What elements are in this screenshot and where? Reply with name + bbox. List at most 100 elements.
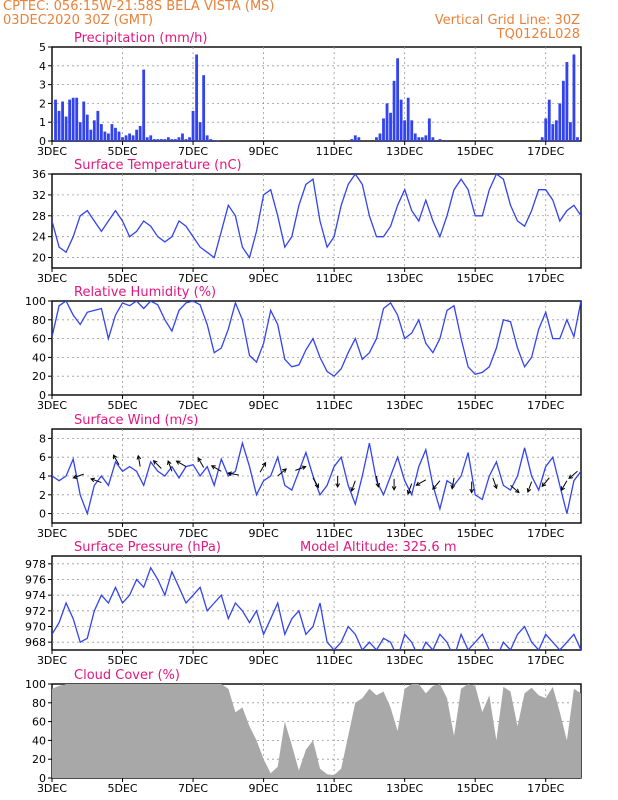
wind-arrow <box>335 476 341 489</box>
wind-arrow <box>432 480 441 490</box>
precip-ytick-label: 4 <box>39 60 46 73</box>
wind-arrow <box>197 457 205 468</box>
precip-bar <box>96 110 100 141</box>
precip-bar <box>438 139 442 141</box>
precip-bar <box>375 137 378 141</box>
precip-bar <box>431 137 435 141</box>
precip-frame <box>51 46 582 142</box>
precip-ytick-label: 5 <box>39 41 46 54</box>
rh-xtick-label: 13DEC <box>386 399 423 412</box>
cloud-xtick-label: 13DEC <box>386 782 423 795</box>
rh-xtick-label: 7DEC <box>178 399 208 412</box>
precip-bar <box>551 124 555 141</box>
precip-bar <box>135 129 139 141</box>
rh-ytick-label: 0 <box>39 389 46 402</box>
cloud-area <box>52 684 581 778</box>
precip-bar <box>569 122 572 141</box>
rh-xtick-label: 11DEC <box>316 399 353 412</box>
wind-arrow <box>312 477 319 489</box>
wind-arrow <box>492 477 498 490</box>
wind-arrow <box>415 479 427 486</box>
temp-xtick-label: 13DEC <box>386 272 423 285</box>
rh-ytick-label: 20 <box>32 370 46 383</box>
wind-arrow <box>136 454 142 467</box>
temp-panel: 20 24 28 32 36 3DEC 5DEC 7DEC 9DEC 11DEC 13DEC 15DE… <box>32 158 582 285</box>
precip-xtick-label: 15DEC <box>457 145 494 158</box>
precip-bar <box>399 99 403 141</box>
precip-bar <box>554 120 558 141</box>
precip-bar <box>212 140 216 141</box>
header-station: CPTEC: 056:15W-21:58S BELA VISTA (MS) <box>3 0 275 14</box>
precip-bar <box>114 127 117 141</box>
precip-bar <box>71 97 75 141</box>
pres-panel: 968 970 972 974 976 978 3DEC 5DEC 7DEC 9DEC 11DEC 1… <box>25 540 582 667</box>
rh-xtick-label: 3DEC <box>37 399 67 412</box>
precip-bar <box>445 140 449 141</box>
precip-bar <box>378 133 382 141</box>
precip-bar <box>166 137 170 141</box>
precip-bar <box>163 139 167 141</box>
cloud-xtick-label: 17DEC <box>527 782 564 795</box>
precip-xtick-label: 7DEC <box>178 145 208 158</box>
precip-bar <box>392 80 396 141</box>
rh-ytick-label: 40 <box>32 351 46 364</box>
temp-xtick-label: 15DEC <box>457 272 494 285</box>
pres-ytick-label: 974 <box>25 589 46 602</box>
wind-arrow <box>350 480 356 493</box>
wind-arrow <box>90 477 102 484</box>
precip-bar <box>385 103 389 141</box>
temp-ytick-label: 20 <box>32 252 46 265</box>
temp-ytick-label: 24 <box>32 231 46 244</box>
precip-bar <box>117 131 121 141</box>
wind-arrow <box>541 477 550 488</box>
rh-xtick-label: 9DEC <box>249 399 279 412</box>
wind-arrow <box>259 461 267 473</box>
rh-xtick-label: 15DEC <box>457 399 494 412</box>
temp-ytick-label: 28 <box>32 210 46 223</box>
temp-xtick-label: 7DEC <box>178 272 208 285</box>
wind-ytick-label: 6 <box>39 451 46 464</box>
cloud-ytick-label: 0 <box>39 772 46 785</box>
rh-title: Relative Humidity (%) <box>74 285 216 300</box>
precip-xtick-label: 13DEC <box>386 145 423 158</box>
precip-bar <box>406 97 410 141</box>
wind-ytick-label: 8 <box>39 432 46 445</box>
wind-xtick-label: 17DEC <box>527 527 564 540</box>
precip-bar <box>64 116 68 141</box>
precip-bar <box>131 135 135 141</box>
precip-bar <box>128 133 131 141</box>
wind-arrow <box>526 481 533 493</box>
cloud-data <box>52 684 581 778</box>
precip-bar <box>396 58 400 141</box>
precip-bar <box>195 54 199 141</box>
wind-ytick-label: 0 <box>39 508 46 521</box>
precip-bar <box>544 118 548 141</box>
precip-bar <box>558 103 562 141</box>
pres-line <box>52 566 581 650</box>
precip-bar <box>353 135 357 141</box>
precip-bar <box>57 110 61 141</box>
cloud-xtick-label: 7DEC <box>178 782 208 795</box>
temp-ytick-label: 36 <box>32 168 46 181</box>
wind-arrow <box>167 459 173 472</box>
rh-ytick-label: 60 <box>32 333 46 346</box>
precip-bar <box>198 122 202 141</box>
cloud-xtick-label: 9DEC <box>249 782 279 795</box>
wind-data <box>52 440 581 516</box>
precip-bar <box>427 118 431 141</box>
rh-xtick-label: 5DEC <box>107 399 137 412</box>
precip-bar <box>184 139 188 141</box>
header-date: 03DEC2020 30Z (GMT) <box>3 13 154 28</box>
wind-ytick-label: 4 <box>39 470 46 483</box>
temp-data <box>52 174 581 260</box>
precip-bar <box>572 54 576 141</box>
pres-frame <box>51 555 582 651</box>
temp-xtick-label: 3DEC <box>37 272 67 285</box>
precip-bar <box>92 120 96 141</box>
wind-arrow <box>406 483 413 495</box>
wind-xtick-label: 3DEC <box>37 527 67 540</box>
precip-bar <box>357 137 361 141</box>
wind-arrow <box>152 459 162 469</box>
precip-bar <box>110 124 114 141</box>
precip-bar <box>156 139 160 141</box>
